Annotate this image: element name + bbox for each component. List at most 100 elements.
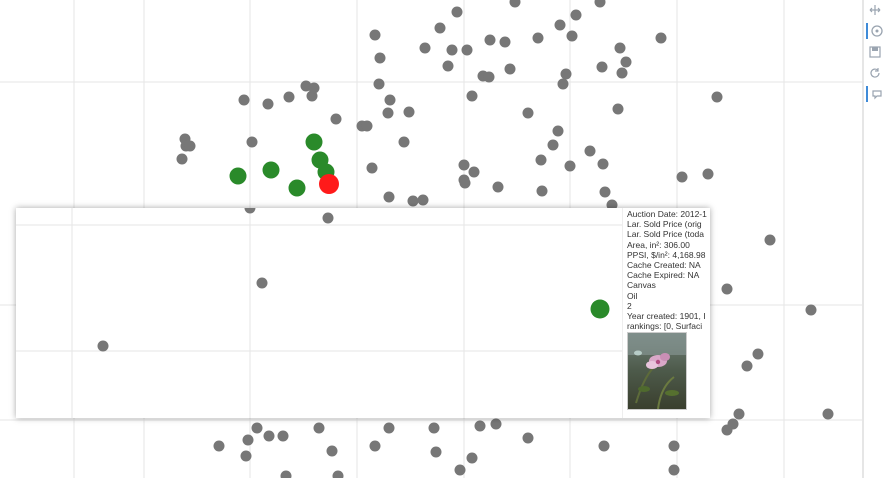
data-point[interactable]: [251, 422, 263, 434]
data-point[interactable]: [522, 107, 534, 119]
data-point[interactable]: [417, 194, 429, 206]
data-point[interactable]: [434, 22, 446, 34]
data-point[interactable]: [599, 186, 611, 198]
data-point[interactable]: [446, 44, 458, 56]
data-point[interactable]: [655, 32, 667, 44]
data-point[interactable]: [509, 0, 521, 8]
data-point[interactable]: [384, 94, 396, 106]
data-point-related[interactable]: [288, 179, 306, 197]
data-point[interactable]: [668, 440, 680, 452]
data-point[interactable]: [492, 181, 504, 193]
data-point[interactable]: [374, 52, 386, 64]
data-point[interactable]: [483, 71, 495, 83]
data-point[interactable]: [369, 29, 381, 41]
data-point[interactable]: [741, 360, 753, 372]
data-point[interactable]: [499, 36, 511, 48]
overlay-data-point[interactable]: [244, 208, 256, 214]
data-point[interactable]: [598, 440, 610, 452]
reset-icon[interactable]: [866, 65, 884, 81]
data-point[interactable]: [240, 450, 252, 462]
data-point[interactable]: [490, 418, 502, 430]
data-point[interactable]: [676, 171, 688, 183]
data-point[interactable]: [213, 440, 225, 452]
data-point[interactable]: [721, 283, 733, 295]
wheel-zoom-icon[interactable]: [866, 23, 886, 39]
data-point[interactable]: [584, 145, 596, 157]
data-point[interactable]: [430, 446, 442, 458]
overlay-data-point[interactable]: [97, 340, 109, 352]
data-point[interactable]: [263, 430, 275, 442]
data-point[interactable]: [428, 422, 440, 434]
data-point[interactable]: [461, 44, 473, 56]
data-point-related[interactable]: [262, 161, 280, 179]
data-point[interactable]: [280, 470, 292, 478]
data-point[interactable]: [332, 470, 344, 478]
data-point[interactable]: [283, 91, 295, 103]
data-point[interactable]: [547, 139, 559, 151]
data-point[interactable]: [466, 90, 478, 102]
data-point[interactable]: [451, 6, 463, 18]
data-point[interactable]: [366, 162, 378, 174]
data-point[interactable]: [535, 154, 547, 166]
data-point[interactable]: [176, 153, 188, 165]
data-point[interactable]: [805, 304, 817, 316]
data-point[interactable]: [459, 177, 471, 189]
data-point[interactable]: [407, 195, 419, 207]
data-point[interactable]: [668, 464, 680, 476]
data-point[interactable]: [597, 158, 609, 170]
data-point[interactable]: [383, 422, 395, 434]
hover-icon[interactable]: [866, 86, 886, 102]
data-point[interactable]: [383, 191, 395, 203]
save-icon[interactable]: [866, 44, 884, 60]
data-point[interactable]: [308, 82, 320, 94]
data-point[interactable]: [242, 434, 254, 446]
pan-icon[interactable]: [866, 2, 884, 18]
overlay-data-point[interactable]: [256, 277, 268, 289]
data-point[interactable]: [560, 68, 572, 80]
data-point[interactable]: [504, 63, 516, 75]
data-point[interactable]: [369, 440, 381, 452]
overlay-data-point-related[interactable]: [590, 299, 610, 319]
data-point[interactable]: [419, 42, 431, 54]
data-point[interactable]: [466, 452, 478, 464]
overlay-data-point[interactable]: [322, 212, 334, 224]
data-point[interactable]: [373, 78, 385, 90]
data-point[interactable]: [733, 408, 745, 420]
data-point[interactable]: [403, 106, 415, 118]
data-point[interactable]: [614, 42, 626, 54]
data-point[interactable]: [554, 19, 566, 31]
data-point[interactable]: [570, 9, 582, 21]
data-point[interactable]: [596, 61, 608, 73]
data-point[interactable]: [612, 103, 624, 115]
data-point-related[interactable]: [229, 167, 247, 185]
data-point[interactable]: [557, 78, 569, 90]
data-point[interactable]: [442, 60, 454, 72]
data-point[interactable]: [484, 34, 496, 46]
data-point-selected[interactable]: [319, 174, 339, 194]
data-point[interactable]: [330, 113, 342, 125]
data-point[interactable]: [458, 159, 470, 171]
data-point[interactable]: [313, 422, 325, 434]
data-point[interactable]: [594, 0, 606, 8]
data-point[interactable]: [277, 430, 289, 442]
data-point[interactable]: [382, 107, 394, 119]
data-point[interactable]: [702, 168, 714, 180]
data-point[interactable]: [822, 408, 834, 420]
data-point[interactable]: [620, 56, 632, 68]
data-point[interactable]: [361, 120, 373, 132]
data-point[interactable]: [566, 30, 578, 42]
data-point[interactable]: [262, 98, 274, 110]
data-point[interactable]: [238, 94, 250, 106]
data-point[interactable]: [522, 432, 534, 444]
data-point[interactable]: [721, 424, 733, 436]
data-point[interactable]: [564, 160, 576, 172]
data-point[interactable]: [454, 464, 466, 476]
data-point[interactable]: [326, 445, 338, 457]
data-point[interactable]: [398, 136, 410, 148]
data-point-related[interactable]: [305, 133, 323, 151]
data-point[interactable]: [616, 67, 628, 79]
data-point[interactable]: [764, 234, 776, 246]
data-point[interactable]: [752, 348, 764, 360]
data-point[interactable]: [532, 32, 544, 44]
data-point[interactable]: [246, 136, 258, 148]
